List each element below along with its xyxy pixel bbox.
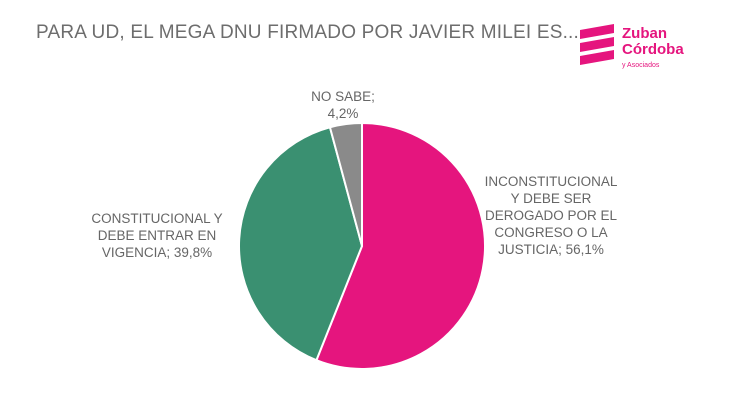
slice-label-no-sabe: NO SABE; 4,2% — [300, 88, 386, 122]
zuban-cordoba-logo: Zuban Córdoba y Asociados — [580, 20, 710, 72]
slice-label-line: 4,2% — [327, 106, 359, 121]
slice-label-line: NO SABE; — [311, 89, 375, 104]
pie-slice-no-sabe — [328, 121, 363, 247]
slice-label-constitucional: CONSTITUCIONAL Y DEBE ENTRAR EN VIGENCIA; … — [82, 210, 232, 261]
logo-stripes-icon — [580, 24, 614, 65]
slice-label-line: INCONSTITUCIONAL — [484, 174, 618, 189]
pie-slice-constitucional — [238, 126, 364, 362]
slice-label-line: CONGRESO O LA — [494, 225, 608, 240]
slice-label-line: VIGENCIA; 39,8% — [101, 245, 213, 260]
slice-label-line: DEROGADO POR EL — [484, 208, 618, 223]
slice-label-line: CONSTITUCIONAL Y — [91, 211, 223, 226]
logo-line-2: Córdoba — [622, 41, 684, 58]
slice-label-line: JUSTICIA; 56,1% — [498, 242, 604, 257]
logo-line-1: Zuban — [622, 25, 667, 42]
slice-label-inconstitucional: INCONSTITUCIONAL Y DEBE SER DEROGADO POR E… — [476, 173, 626, 258]
slice-label-line: DEBE ENTRAR EN — [97, 228, 217, 243]
pie-slice-inconstitucional — [315, 121, 486, 370]
logo-subtitle: y Asociados — [622, 62, 660, 69]
slice-label-line: Y DEBE SER — [510, 191, 592, 206]
logo-wordmark: Zuban Córdoba — [622, 26, 684, 58]
chart-title: PARA UD, EL MEGA DNU FIRMADO POR JAVIER … — [36, 22, 580, 43]
